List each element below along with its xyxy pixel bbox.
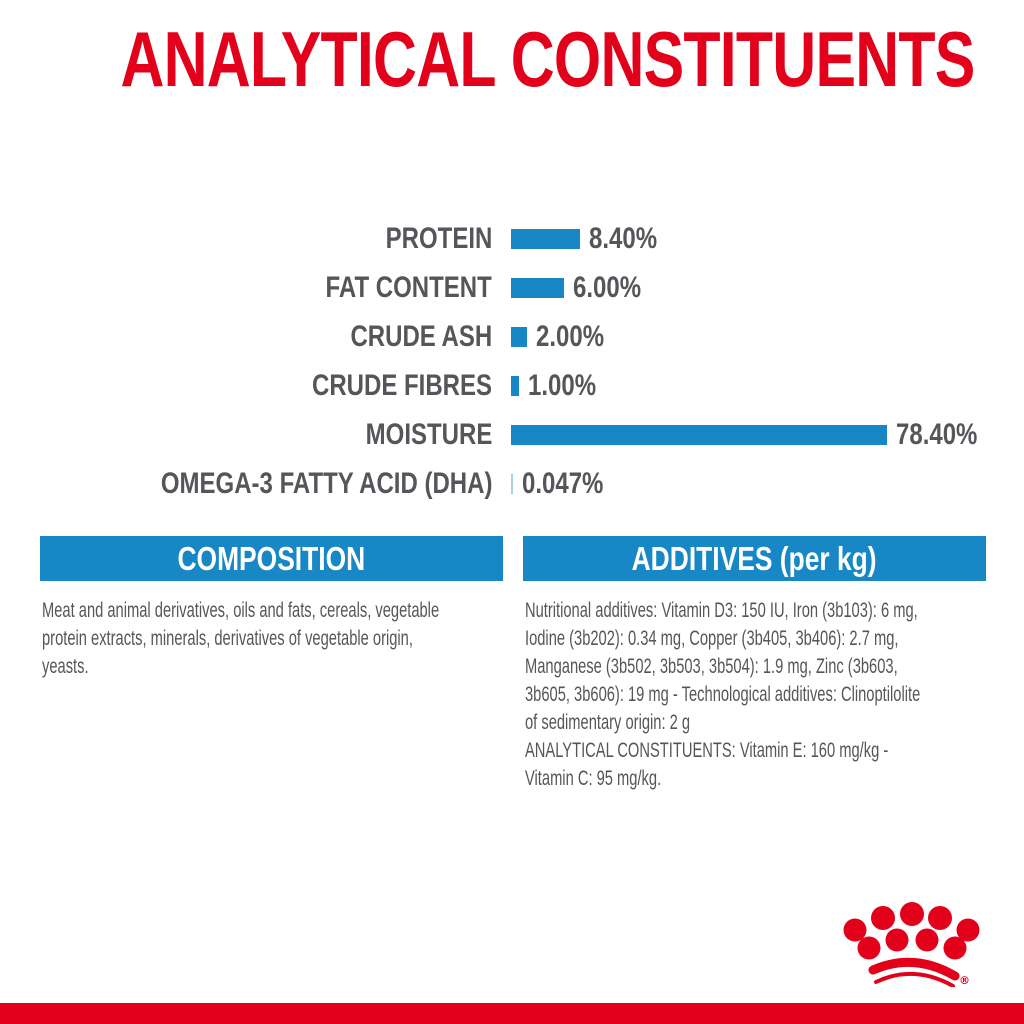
page-title-wrap: ANALYTICAL CONSTITUENTS <box>0 20 1024 98</box>
page-title: ANALYTICAL CONSTITUENTS <box>120 15 975 103</box>
chart-value-label: 6.00% <box>573 270 642 304</box>
chart-bar <box>511 473 513 494</box>
chart-value-label: 2.00% <box>536 319 605 353</box>
chart-row-crude-ash: CRUDE ASH 2.00% <box>0 312 1024 361</box>
composition-header: COMPOSITION <box>177 539 366 577</box>
additives-header: ADDITIVES (per kg) <box>632 539 877 577</box>
registered-trademark-symbol: ® <box>959 974 970 987</box>
brand-footer-bar <box>0 1003 1024 1024</box>
chart-value-label: 0.047% <box>522 466 604 500</box>
chart-row-fat-content: FAT CONTENT 6.00% <box>0 263 1024 312</box>
chart-bar <box>511 424 887 445</box>
chart-category-label: MOISTURE <box>365 417 492 451</box>
chart-row-protein: PROTEIN 8.40% <box>0 214 1024 263</box>
chart-value-label: 8.40% <box>589 221 658 255</box>
composition-text: Meat and animal derivatives, oils and fa… <box>42 599 440 678</box>
chart-category-label: CRUDE ASH <box>350 319 492 353</box>
additives-header-banner: ADDITIVES (per kg) <box>523 536 986 581</box>
chart-bar <box>511 277 564 298</box>
chart-bar <box>511 228 580 249</box>
chart-row-crude-fibres: CRUDE FIBRES 1.00% <box>0 361 1024 410</box>
royal-canin-crown-icon: ® <box>843 902 980 987</box>
chart-category-label: OMEGA-3 FATTY ACID (DHA) <box>160 466 492 500</box>
chart-value-label: 78.40% <box>896 417 978 451</box>
chart-row-omega3-dha: OMEGA-3 FATTY ACID (DHA) 0.047% <box>0 459 1024 508</box>
chart-category-label: FAT CONTENT <box>325 270 492 304</box>
chart-bar <box>511 326 527 347</box>
chart-row-moisture: MOISTURE 78.40% <box>0 410 1024 459</box>
composition-header-banner: COMPOSITION <box>40 536 503 581</box>
chart-bar <box>511 375 519 396</box>
chart-category-label: CRUDE FIBRES <box>311 368 492 402</box>
additives-text: Nutritional additives: Vitamin D3: 150 I… <box>525 599 921 790</box>
analytical-constituents-chart: PROTEIN 8.40% FAT CONTENT 6.00% CRUDE AS… <box>0 214 1024 508</box>
chart-value-label: 1.00% <box>528 368 597 402</box>
chart-category-label: PROTEIN <box>385 221 492 255</box>
